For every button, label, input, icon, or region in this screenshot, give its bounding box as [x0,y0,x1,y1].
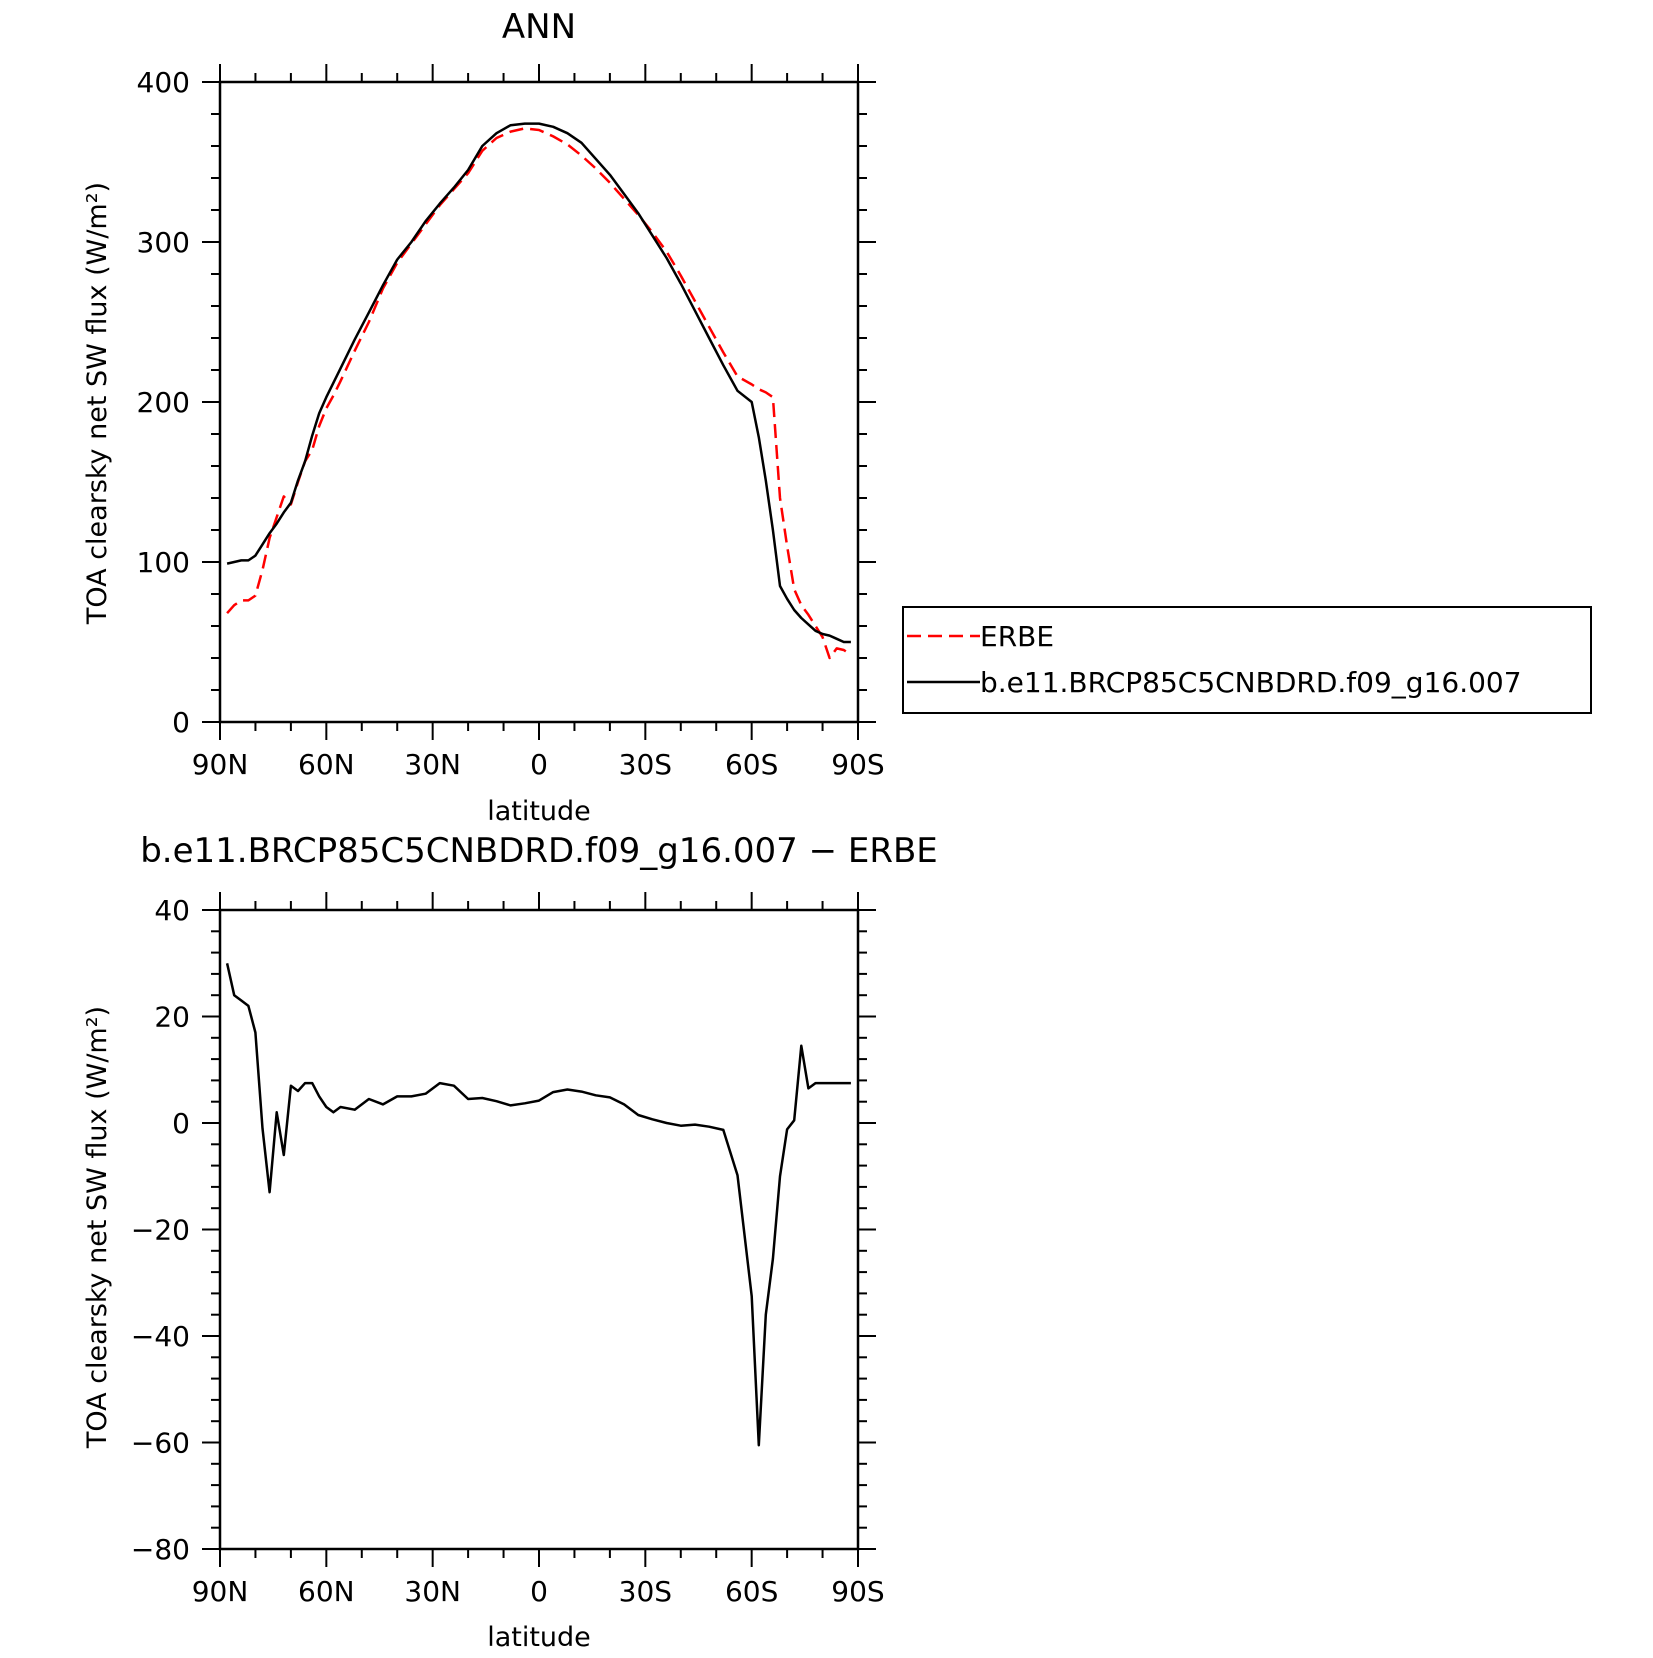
bottom-x-axis-label: latitude [487,1622,591,1653]
top-x-tick-label: 30N [404,748,461,781]
bottom-x-tick-label: 30S [619,1575,672,1608]
bottom-y-tick-label: 0 [172,1107,190,1140]
bottom-y-tick-label: −80 [131,1533,190,1566]
top-panel: ANN TOA clearsky net SW flux (W/m²) lati… [82,7,885,827]
top-y-tick-label: 0 [172,706,190,739]
top-plot-frame [218,80,860,724]
top-y-tick-label: 100 [137,546,190,579]
bottom-x-tick-label: 60S [725,1575,778,1608]
bottom-x-tick-label: 90N [192,1575,249,1608]
top-x-tick-label: 60N [298,748,355,781]
bottom-x-tick-label: 30N [404,1575,461,1608]
bottom-x-tick-label: 90S [831,1575,884,1608]
bottom-series-line-1 [225,963,851,1447]
top-series-line-1 [226,127,852,660]
top-y-tick-label: 400 [137,66,190,99]
legend-label-2: b.e11.BRCP85C5CNBDRD.f09_g16.007 [980,666,1522,699]
top-x-tick-label: 90N [192,748,249,781]
bottom-y-axis-label: TOA clearsky net SW flux (W/m²) [82,1006,113,1449]
legend-label-1: ERBE [980,620,1054,653]
bottom-panel: b.e11.BRCP85C5CNBDRD.f09_g16.007 − ERBE … [82,831,938,1653]
bottom-y-tick-label: −40 [131,1320,190,1353]
top-y-tick-label: 300 [137,226,190,259]
top-chart-title: ANN [502,7,576,47]
bottom-y-tick-label: 20 [154,1001,190,1034]
bottom-x-tick-label: 60N [298,1575,355,1608]
legend-box [902,606,1592,714]
top-y-axis-label: TOA clearsky net SW flux (W/m²) [82,182,113,625]
top-series-line-2 [226,122,851,644]
bottom-chart-title: b.e11.BRCP85C5CNBDRD.f09_g16.007 − ERBE [140,831,938,871]
bottom-x-tick-label: 0 [530,1575,548,1608]
bottom-y-tick-label: 40 [154,894,190,927]
bottom-y-tick-label: −60 [131,1427,190,1460]
top-y-tick-label: 200 [137,386,190,419]
top-x-tick-label: 30S [619,748,672,781]
top-x-tick-label: 60S [725,748,778,781]
top-x-axis-label: latitude [487,796,591,827]
top-x-tick-label: 0 [530,748,548,781]
legend: ERBE b.e11.BRCP85C5CNBDRD.f09_g16.007 [902,606,1592,714]
bottom-y-tick-label: −20 [131,1214,190,1247]
top-x-tick-label: 90S [831,748,884,781]
bottom-plot-frame [218,908,860,1551]
